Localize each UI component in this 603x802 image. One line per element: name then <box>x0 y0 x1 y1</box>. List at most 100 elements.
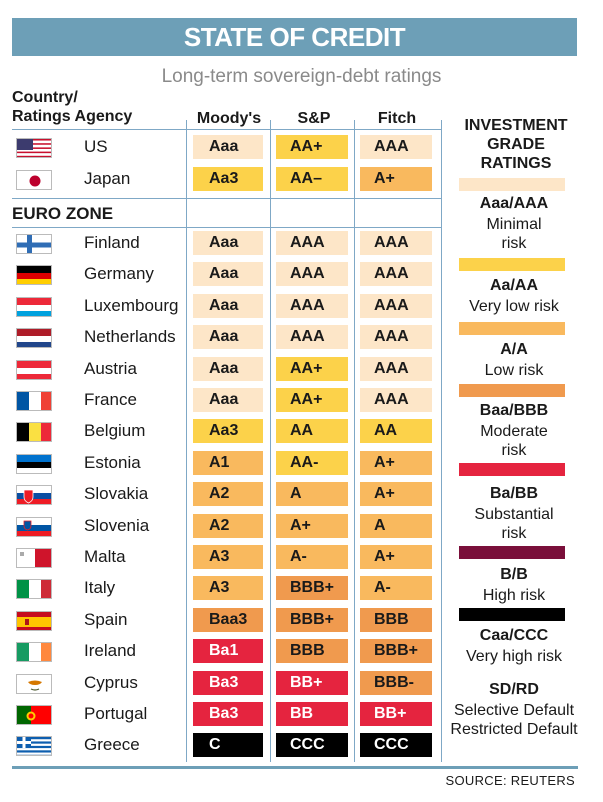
table-row: Spain Baa3 BBB+ BBB <box>0 606 445 634</box>
legend-code: Baa/BBB <box>479 402 549 419</box>
malta-flag-icon <box>16 548 52 568</box>
fitch-rating-cell: BB+ <box>360 702 432 726</box>
legend-code: SD/RD <box>489 681 539 698</box>
legend-description: risk <box>501 525 527 542</box>
legend-code: Aaa/AAA <box>479 195 549 212</box>
footer-divider <box>12 766 578 769</box>
table-row: Estonia A1 AA- A+ <box>0 449 445 477</box>
fitch-rating-cell: A+ <box>360 545 432 569</box>
euro-zone-label: EURO ZONE <box>12 204 114 223</box>
section-divider <box>12 227 442 228</box>
country-name: Greece <box>84 735 140 755</box>
legend-swatch <box>459 546 565 559</box>
greece-flag-icon <box>16 736 52 757</box>
moodys-rating-cell: A3 <box>193 576 263 601</box>
austria-flag-icon <box>16 359 52 380</box>
sp-rating-cell: AA+ <box>276 135 348 159</box>
column-header-moodys: Moody's <box>196 110 262 127</box>
moodys-rating-cell: Aaa <box>193 356 263 381</box>
sp-rating-cell: AAA <box>276 231 348 255</box>
moodys-rating-cell: Aa3 <box>193 419 263 444</box>
fitch-rating-cell: AAA <box>360 325 432 350</box>
page-title: STATE OF CREDIT <box>12 18 577 56</box>
fitch-rating-cell: A+ <box>360 482 432 507</box>
fitch-rating-cell: BBB- <box>360 670 432 695</box>
fitch-rating-cell: A <box>360 513 432 538</box>
table-row: Japan Aa3 AA– A+ <box>0 165 445 193</box>
table-row: Greece C CCC CCC <box>0 731 445 759</box>
country-name: Cyprus <box>84 672 138 692</box>
table-row: Italy A3 BBB+ A- <box>0 574 445 602</box>
sp-rating-cell: BBB <box>276 639 348 664</box>
fitch-rating-cell: AAA <box>360 293 432 318</box>
moodys-rating-cell: Aaa <box>193 262 263 287</box>
legend-swatch <box>459 384 565 397</box>
legend-description: Moderate <box>480 423 548 440</box>
table-row: Luxembourg Aaa AAA AAA <box>0 292 445 320</box>
us-flag-icon <box>16 138 52 158</box>
fitch-rating-cell: AA <box>360 419 432 444</box>
country-name: France <box>84 390 137 409</box>
legend-swatch <box>459 178 565 191</box>
country-name: Luxembourg <box>84 295 179 315</box>
fitch-rating-cell: AAA <box>360 388 432 412</box>
legend-code: Aa/AA <box>489 277 538 294</box>
country-name: Malta <box>84 547 126 566</box>
country-header-line2: Ratings Agency <box>12 108 133 125</box>
sp-rating-cell: BBB+ <box>276 607 348 632</box>
sp-rating-cell: AA– <box>276 167 348 191</box>
sp-rating-cell: AA- <box>276 450 348 475</box>
moodys-rating-cell: A2 <box>193 482 263 507</box>
sp-rating-cell: BBB+ <box>276 576 348 601</box>
sp-rating-cell: AAA <box>276 262 348 287</box>
moodys-rating-cell: Aaa <box>193 231 263 255</box>
cyprus-flag-icon <box>16 673 52 694</box>
table-row: Belgium Aa3 AA AA <box>0 417 445 445</box>
spain-flag-icon <box>16 610 52 631</box>
legend-code: Caa/CCC <box>479 627 549 644</box>
table-row: Finland Aaa AAA AAA <box>0 229 445 257</box>
country-header: Country/ Ratings Agency <box>12 88 132 126</box>
moodys-rating-cell: Ba1 <box>193 639 263 664</box>
france-flag-icon <box>16 391 52 411</box>
column-divider <box>186 120 187 762</box>
finland-flag-icon <box>16 234 52 254</box>
moodys-rating-cell: A1 <box>193 450 263 475</box>
fitch-rating-cell: AAA <box>360 356 432 381</box>
legend-description: Very low risk <box>469 298 559 315</box>
japan-flag-icon <box>16 170 52 190</box>
fitch-rating-cell: AAA <box>360 135 432 159</box>
germany-flag-icon <box>16 265 52 286</box>
fitch-rating-cell: BBB+ <box>360 639 432 664</box>
legend-description: risk <box>501 235 527 252</box>
table-row: Germany Aaa AAA AAA <box>0 260 445 288</box>
column-divider <box>441 120 442 762</box>
table-row: Cyprus Ba3 BB+ BBB- <box>0 669 445 697</box>
legend-description: Very high risk <box>465 648 563 665</box>
sp-rating-cell: A- <box>276 545 348 569</box>
moodys-rating-cell: A3 <box>193 545 263 569</box>
estonia-flag-icon <box>16 453 52 474</box>
legend-description: Selective Default <box>453 702 575 719</box>
country-name: Spain <box>84 609 128 629</box>
country-header-line1: Country/ <box>12 89 78 106</box>
column-header-fitch: Fitch <box>377 110 417 127</box>
fitch-rating-cell: CCC <box>360 733 432 758</box>
country-name: Germany <box>84 264 154 284</box>
moodys-rating-cell: Ba3 <box>193 702 263 726</box>
moodys-rating-cell: Aaa <box>193 388 263 412</box>
moodys-rating-cell: Aaa <box>193 325 263 350</box>
legend-title-line2: GRADE <box>487 136 545 153</box>
table-row: Ireland Ba1 BBB BBB+ <box>0 637 445 665</box>
country-name: Austria <box>84 358 137 378</box>
fitch-rating-cell: AAA <box>360 231 432 255</box>
source-credit: SOURCE: REUTERS <box>445 773 575 788</box>
country-name: Portugal <box>84 704 148 723</box>
slovenia-flag-icon <box>16 516 52 537</box>
table-row: Portugal Ba3 BB BB+ <box>0 700 445 728</box>
fitch-rating-cell: A+ <box>360 167 432 191</box>
moodys-rating-cell: Baa3 <box>193 607 263 632</box>
netherlands-flag-icon <box>16 328 52 349</box>
legend-swatch <box>459 322 565 335</box>
sp-rating-cell: CCC <box>276 733 348 758</box>
